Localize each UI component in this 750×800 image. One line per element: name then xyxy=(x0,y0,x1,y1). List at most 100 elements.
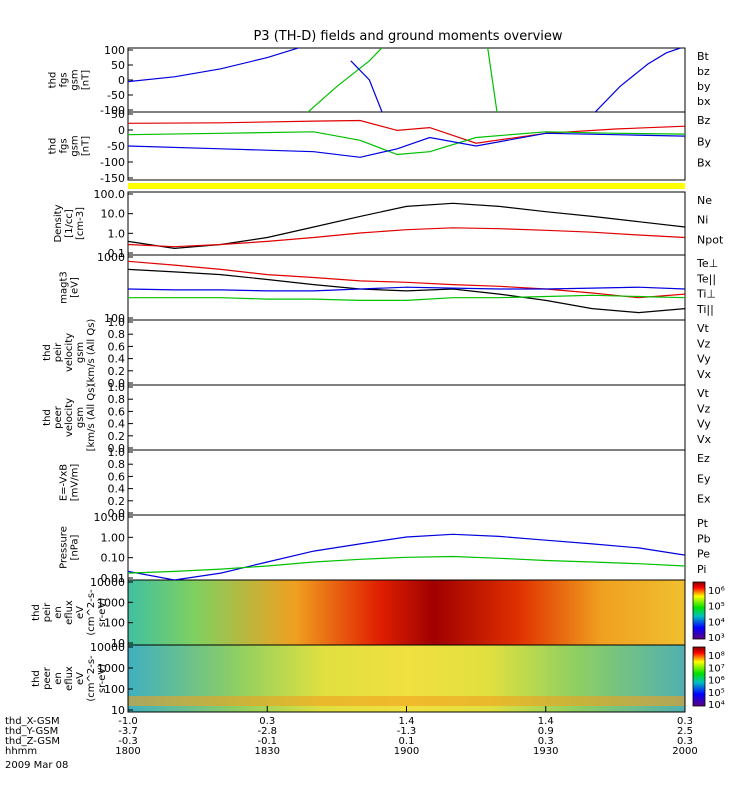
series-pressure-Pe xyxy=(128,555,685,574)
ylabel-line: thd xyxy=(31,604,42,621)
ylabel-line: E=-VxB xyxy=(59,464,70,501)
panel-density: 100.0 10.0 1.0 0.1 Density [1/cc] [cm-3] Ne Ni Np… xyxy=(53,188,724,260)
ytick-label-pressure: 10.00 xyxy=(94,511,126,524)
ytick-label-ispec: 100 xyxy=(104,617,125,630)
panel-frame-efield xyxy=(127,449,686,516)
legend-vi-Vy: Vy xyxy=(697,353,711,366)
series-fgs-by xyxy=(487,48,498,112)
legend-fgs-by: by xyxy=(697,80,711,93)
colorbar-tick-espec: 10⁶ xyxy=(708,676,725,687)
xaxis-value: 1900 xyxy=(394,746,419,757)
legend-ve-Vt: Vt xyxy=(697,387,710,400)
ytick-label-ve: 0.8 xyxy=(108,393,126,406)
legend-fgs2-Bx: Bx xyxy=(697,157,712,170)
ylabel-line: [mV/m] xyxy=(70,464,81,502)
ylabel-ispec: thd peir en eflux eV (cm^2-s-sr-eV) xyxy=(31,589,108,636)
ylabel-line: [nT] xyxy=(81,136,92,156)
spectrogram-low-energy-band xyxy=(128,696,685,706)
legend-fgs-bx: bx xyxy=(697,95,711,108)
colorbar-tick-ispec: 10³ xyxy=(708,633,725,644)
ylabel-line: Density xyxy=(53,204,64,242)
ylabel-density: Density [1/cc] [cm-3] xyxy=(53,204,86,242)
ytick-label-fgs2: -100 xyxy=(100,156,125,169)
series-fgs-bx xyxy=(350,60,383,112)
xaxis-value: 0.1 xyxy=(399,736,415,747)
series-temp-Te|| xyxy=(128,268,685,314)
ytick-label-pressure: 0.10 xyxy=(101,552,126,565)
ytick-label-density: 10.0 xyxy=(101,208,126,221)
ylabel-line: peir xyxy=(42,602,53,622)
ytick-label-efield: 0.6 xyxy=(108,470,126,483)
panel-frame-vi xyxy=(127,319,686,386)
panel-frame-ve xyxy=(127,384,686,451)
legend-efield-Ez: Ez xyxy=(697,452,710,465)
panel-frame-fgs xyxy=(127,47,686,113)
legend-vi-Vt: Vt xyxy=(697,322,710,335)
xaxis-value: 2.5 xyxy=(677,726,693,737)
series-density-Ni xyxy=(128,202,685,250)
colorbar-ispec xyxy=(692,581,706,640)
series-fgs-bx xyxy=(128,48,301,83)
legend-temp-Ti||: Ti|| xyxy=(696,303,714,316)
ylabel-line: [1/cc] xyxy=(64,209,75,238)
ylabel-line: thd xyxy=(48,72,59,89)
panel-vi: 1.00.80.60.40.20.0 thd peir velocity gsm (km/… xyxy=(42,316,712,390)
ytick-label-density: 1.0 xyxy=(108,227,126,240)
ylabel-line: thd xyxy=(42,344,53,361)
colorbar-tick-espec: 10⁷ xyxy=(708,663,725,674)
ytick-label-efield: 1.0 xyxy=(108,446,126,459)
legend-ve-Vx: Vx xyxy=(697,433,712,446)
ylabel-line: sr-eV) xyxy=(97,664,108,693)
series-fgs-by xyxy=(307,48,383,112)
legend-efield-Ey: Ey xyxy=(697,472,711,485)
xaxis-value: -3.7 xyxy=(118,726,138,737)
ylabel-line: peer xyxy=(42,666,53,690)
ylabel-fgs: thd fgs gsm [nT] xyxy=(48,69,92,90)
ylabel-line: en xyxy=(53,606,64,619)
legend-density-Ne: Ne xyxy=(697,194,712,207)
colorbar-tick-ispec: 10⁴ xyxy=(708,617,725,628)
ytick-label-efield: 0.8 xyxy=(108,458,126,471)
ytick-label-fgs2: 50 xyxy=(111,108,125,121)
ylabel-line: peer xyxy=(53,405,64,429)
series-density-Ne xyxy=(128,227,685,248)
ylabel-line: (cm^2-s- xyxy=(86,655,97,702)
ylabel-line: gsm xyxy=(75,342,86,363)
legend-density-Ni: Ni xyxy=(697,214,708,227)
ylabel-line: gsm xyxy=(70,135,81,156)
series-fgs-bx xyxy=(594,48,681,112)
ylabel-espec: thd peer en eflux eV (cm^2-s-sr-eV) xyxy=(31,655,108,702)
series-group-fgs2 xyxy=(128,119,685,158)
xaxis-value: -0.3 xyxy=(118,736,138,747)
figure-title: P3 (TH-D) fields and ground moments over… xyxy=(253,29,562,44)
series-temp-Te⊥ xyxy=(128,260,685,299)
colorbar-tick-espec: 10⁴ xyxy=(708,700,725,711)
panel-ve: 1.00.80.60.40.20.0 thd peer velocity gsm [km/… xyxy=(42,381,712,455)
ylabel-fgs2: thd fgs gsm [nT] xyxy=(48,135,92,156)
xaxis-value: -0.1 xyxy=(257,736,277,747)
ylabel-line: fgs xyxy=(59,72,70,87)
ylabel-line: thd xyxy=(48,138,59,155)
ylabel-line: [km/s (All Qs) xyxy=(86,384,97,452)
ytick-label-ve: 0.4 xyxy=(108,418,126,431)
ylabel-line: [cm-3] xyxy=(75,207,86,240)
ytick-label-ispec: 1000 xyxy=(97,596,125,609)
legend-density-Npot: Npot xyxy=(697,233,724,246)
ylabel-line: eflux xyxy=(64,666,75,691)
xaxis-value: -2.8 xyxy=(257,726,277,737)
ylabel-line: Pressure xyxy=(59,526,70,569)
ylabel-efield: E=-VxB [mV/m] xyxy=(59,464,81,502)
ytick-label-espec: 10 xyxy=(111,704,125,717)
legend-vi-Vz: Vz xyxy=(697,337,711,350)
xaxis-value: 0.3 xyxy=(259,716,275,727)
ytick-label-ve: 0.6 xyxy=(108,405,126,418)
ytick-label-vi: 1.0 xyxy=(108,316,126,329)
ytick-label-fgs2: 0 xyxy=(118,124,125,137)
ytick-label-vi: 0.6 xyxy=(108,340,126,353)
series-temp-Ti|| xyxy=(128,294,685,301)
panel-efield: 1.00.80.60.40.20.0 E=-VxB [mV/m] Ez Ey Ex xyxy=(59,446,711,520)
legend-fgs-bz: bz xyxy=(697,65,710,78)
ytick-label-efield: 0.4 xyxy=(108,483,126,496)
